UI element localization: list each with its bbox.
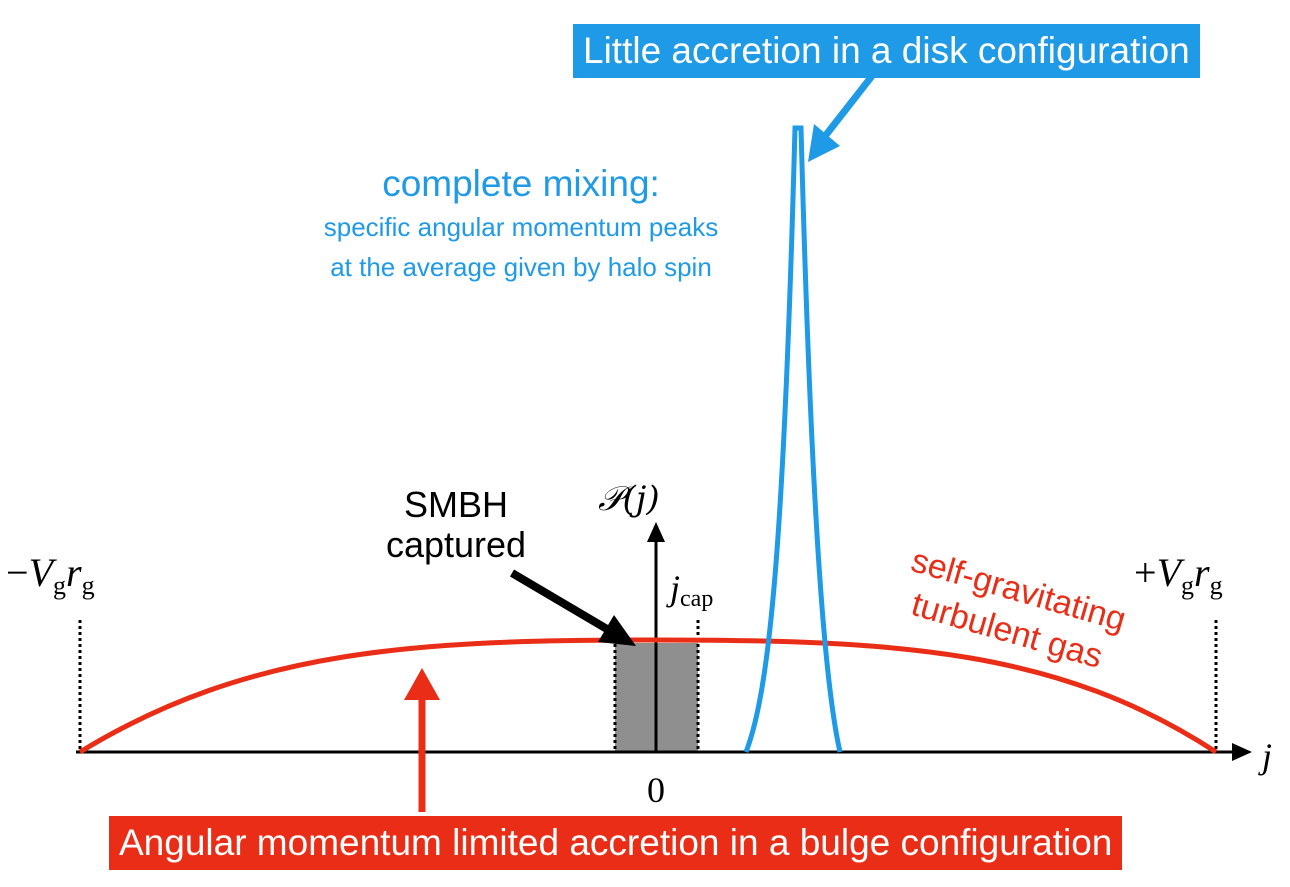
right-limit-r: r <box>1194 550 1210 595</box>
mixing-title: complete mixing: <box>382 163 660 204</box>
bulge-accretion-callout: Angular momentum limited accretion in a … <box>109 816 1123 870</box>
left-limit-V: V <box>29 550 58 595</box>
left-limit-sign: − <box>6 550 29 595</box>
mixing-line-1: specific angular momentum peaks <box>324 212 719 242</box>
left-limit-V-sub: g <box>53 571 66 600</box>
origin-label: 0 <box>647 770 665 810</box>
right-limit-label: +Vgrg <box>1134 550 1223 600</box>
disk-distribution-peak <box>743 125 843 753</box>
bulge-distribution-curve <box>78 637 1218 755</box>
smbh-arrow-shaft <box>509 569 615 636</box>
smbh-label-line-1: SMBH <box>404 484 508 525</box>
mixing-line-2: at the average given by halo spin <box>330 252 712 282</box>
right-limit-sign: + <box>1134 550 1157 595</box>
right-limit-V: V <box>1157 550 1186 595</box>
disk-callout-arrowhead <box>808 124 840 162</box>
right-limit-r-sub: g <box>1210 571 1223 600</box>
x-axis-arrowhead <box>1232 743 1252 761</box>
y-axis-label: 𝒫(j) <box>598 479 660 519</box>
right-limit-V-sub: g <box>1181 571 1194 600</box>
disk-callout-arrow-shaft <box>819 73 875 143</box>
x-axis-label: j <box>1258 736 1272 776</box>
left-limit-label: −Vgrg <box>6 550 95 600</box>
bulge-callout-arrowhead <box>404 668 440 700</box>
disk-accretion-callout: Little accretion in a disk configuration <box>573 24 1200 78</box>
j-cap-main: j <box>666 568 680 608</box>
left-limit-r: r <box>66 550 82 595</box>
smbh-arrowhead <box>598 615 636 646</box>
left-limit-r-sub: g <box>82 571 95 600</box>
y-axis-arrowhead <box>647 522 665 542</box>
smbh-label-line-2: captured <box>386 524 526 565</box>
j-cap-label: jcap <box>666 568 713 612</box>
j-cap-sub: cap <box>680 586 713 612</box>
